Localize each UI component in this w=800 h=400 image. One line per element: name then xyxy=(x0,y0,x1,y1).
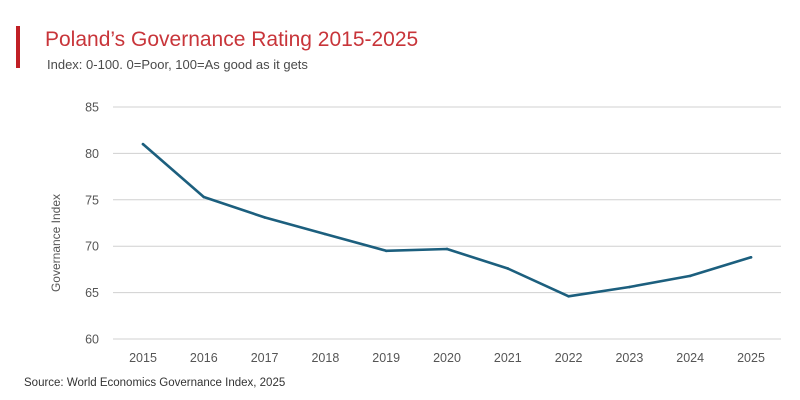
x-tick-label: 2015 xyxy=(129,351,157,365)
grid-layer xyxy=(113,106,781,340)
y-tick-label: 75 xyxy=(85,193,99,207)
data-point xyxy=(749,256,753,259)
data-point xyxy=(688,274,692,278)
x-tick-label: 2022 xyxy=(555,351,583,365)
y-tick-label: 85 xyxy=(85,101,99,115)
y-tick-label: 65 xyxy=(85,286,99,300)
data-point xyxy=(263,216,266,219)
data-point xyxy=(384,249,388,253)
title-accent-bar xyxy=(16,26,20,68)
x-axis-ticks: 2015 2016 2017 2018 2019 2020 2021 2022 2023 2024… xyxy=(129,351,765,365)
data-point xyxy=(445,247,449,251)
data-point xyxy=(567,295,570,298)
x-tick-label: 2017 xyxy=(251,351,279,365)
x-tick-label: 2016 xyxy=(190,351,218,365)
x-tick-label: 2018 xyxy=(311,351,339,365)
series-line xyxy=(141,142,753,298)
y-tick-label: 70 xyxy=(85,240,99,254)
chart-subtitle: Index: 0-100. 0=Poor, 100=As good as it … xyxy=(47,57,308,72)
source-note: Source: World Economics Governance Index… xyxy=(24,377,286,389)
data-point xyxy=(202,195,206,199)
y-axis-ticks: 60 65 70 75 80 85 xyxy=(85,101,99,347)
data-point xyxy=(141,142,145,146)
y-axis-label: Governance Index xyxy=(49,194,63,292)
data-point xyxy=(628,285,631,289)
x-tick-label: 2025 xyxy=(737,351,765,365)
x-tick-label: 2020 xyxy=(433,351,461,365)
x-tick-label: 2021 xyxy=(494,351,522,365)
y-tick-label: 80 xyxy=(85,147,99,161)
y-tick-label: 60 xyxy=(85,333,99,347)
series-layer xyxy=(141,142,753,298)
data-point xyxy=(324,232,327,236)
chart-title: Poland’s Governance Rating 2015-2025 xyxy=(45,28,419,51)
data-point xyxy=(506,267,510,270)
x-tick-label: 2024 xyxy=(676,351,704,365)
x-tick-label: 2019 xyxy=(372,351,400,365)
x-tick-label: 2023 xyxy=(615,351,643,365)
